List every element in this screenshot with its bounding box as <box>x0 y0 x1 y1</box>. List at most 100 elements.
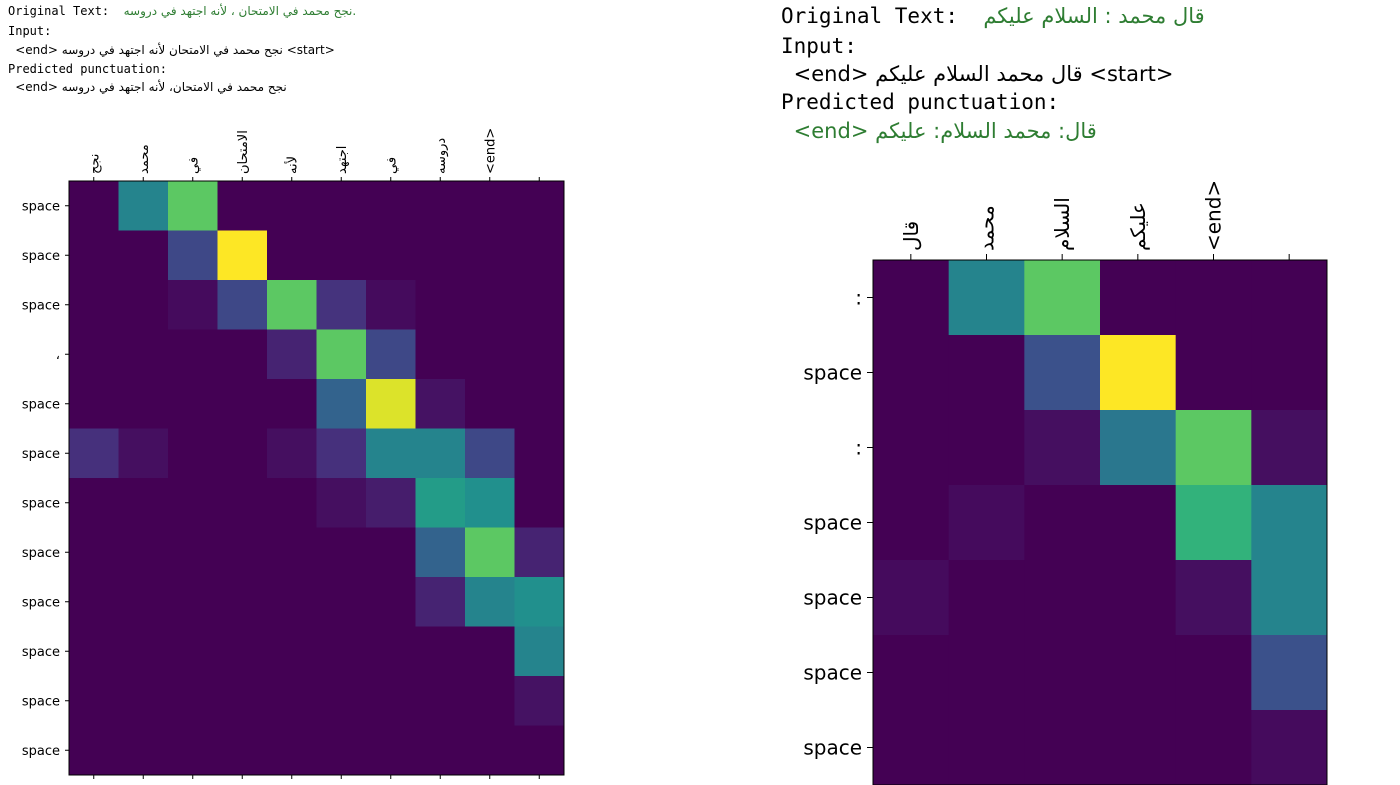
heatmap-cell <box>948 635 1025 711</box>
heatmap-cell <box>1024 560 1101 636</box>
heatmap-frame <box>68 180 565 776</box>
heatmap-cell <box>415 577 466 627</box>
input-value: <start> نجح محمد في الامتحان لأنه اجتهد … <box>15 43 335 57</box>
heatmap-cell <box>1175 335 1252 411</box>
heatmap-cell <box>316 280 367 330</box>
heatmap-cell <box>217 230 268 281</box>
heatmap-cell <box>267 725 317 776</box>
heatmap-cell <box>1100 635 1177 711</box>
heatmap-cell <box>69 478 119 528</box>
y-tick-label: space <box>22 744 60 759</box>
x-tick-label: محمد <box>137 144 152 174</box>
heatmap-cell <box>69 181 119 231</box>
heatmap-cell <box>415 280 466 330</box>
y-tick-label: space <box>803 586 862 610</box>
heatmap-cell <box>118 181 169 231</box>
heatmap-cell <box>873 335 950 411</box>
heatmap-cell <box>168 379 218 429</box>
heatmap-cell <box>69 379 119 429</box>
heatmap-cell <box>465 329 515 380</box>
heatmap-cell <box>69 626 119 677</box>
heatmap-cell <box>415 379 466 429</box>
heatmap-cell <box>1175 635 1252 711</box>
heatmap-cell <box>267 676 317 726</box>
heatmap-cell <box>514 626 565 677</box>
heatmap-cell <box>118 428 169 479</box>
heatmap-cell <box>168 329 218 380</box>
heatmap-cell <box>168 577 218 627</box>
heatmap-cell <box>1251 410 1328 486</box>
heatmap-cell <box>948 560 1025 636</box>
heatmap-cell <box>316 428 367 479</box>
heatmap-cell <box>1175 710 1252 785</box>
heatmap-cell <box>118 329 169 380</box>
heatmap-cell <box>1251 635 1328 711</box>
heatmap-cell <box>465 280 515 330</box>
heatmap-cell <box>415 527 466 578</box>
input-line: <start> قال محمد السلام عليكم <end> <box>781 62 1174 86</box>
input-label: Input: <box>8 24 52 38</box>
x-tick-label: عليكم <box>1126 202 1150 251</box>
heatmap-cell <box>415 478 466 528</box>
y-tick-label: ، <box>56 348 60 363</box>
x-tick-label: قال <box>899 221 923 251</box>
heatmap-cell <box>267 230 317 281</box>
heatmap-cell <box>217 725 268 776</box>
heatmap-cell <box>1251 560 1328 636</box>
heatmap-cell <box>366 230 416 281</box>
y-tick-label: space <box>22 546 60 561</box>
heatmap-cell <box>118 379 169 429</box>
heatmap-cell <box>1100 710 1177 785</box>
heatmap-cell <box>69 329 119 380</box>
heatmap-cell <box>366 181 416 231</box>
heatmap-cell <box>118 725 169 776</box>
heatmap-cell <box>69 725 119 776</box>
heatmap-cell <box>168 725 218 776</box>
heatmap-cell <box>1251 710 1328 785</box>
y-tick-label: space <box>22 199 60 214</box>
heatmap-cell <box>1251 485 1328 561</box>
heatmap-cell <box>267 527 317 578</box>
heatmap-cell <box>217 676 268 726</box>
y-tick-label: : <box>855 286 862 310</box>
heatmap-cell <box>366 676 416 726</box>
y-tick-label: space <box>22 496 60 511</box>
heatmap-cell <box>366 725 416 776</box>
y-tick-label: space <box>22 447 60 462</box>
heatmap-cell <box>514 329 565 380</box>
heatmap-cell <box>168 478 218 528</box>
heatmap-cell <box>415 329 466 380</box>
heatmap-cell <box>514 676 565 726</box>
heatmap-cell <box>316 577 367 627</box>
heatmap-cell <box>118 230 169 281</box>
heatmap-cell <box>366 329 416 380</box>
attention-heatmap-2: قال محمد السلام عليكم <end>: space: space space… <box>803 180 1328 785</box>
heatmap-cell <box>316 725 367 776</box>
original-text-value: قال محمد : السلام عليكم <box>983 4 1205 28</box>
heatmap-cell <box>465 577 515 627</box>
heatmap-cell <box>415 725 466 776</box>
y-tick-label: space <box>22 397 60 412</box>
x-tick-label: في <box>186 157 201 174</box>
heatmap-cell <box>873 560 950 636</box>
heatmap-cell <box>267 428 317 479</box>
heatmap-cell <box>267 181 317 231</box>
heatmap-cell <box>465 626 515 677</box>
predicted-value: قال: محمد السلام: عليكم <end> <box>793 119 1097 143</box>
heatmap-cell <box>1024 485 1101 561</box>
heatmap-cell <box>465 230 515 281</box>
y-tick-label: space <box>22 694 60 709</box>
heatmap-cell <box>415 676 466 726</box>
heatmap-cell <box>217 626 268 677</box>
x-tick-label: لأنه <box>283 156 300 174</box>
heatmap-cell <box>217 428 268 479</box>
heatmap-cell <box>873 710 950 785</box>
heatmap-cell <box>1251 260 1328 336</box>
y-tick-label: : <box>855 436 862 460</box>
heatmap-cell <box>217 181 268 231</box>
original-text-value: نجح محمد في الامتحان ، لأنه اجتهد في درو… <box>123 4 357 18</box>
heatmap-cell <box>168 626 218 677</box>
heatmap-cell <box>366 527 416 578</box>
heatmap-cell <box>948 710 1025 785</box>
heatmap-cell <box>873 260 950 336</box>
